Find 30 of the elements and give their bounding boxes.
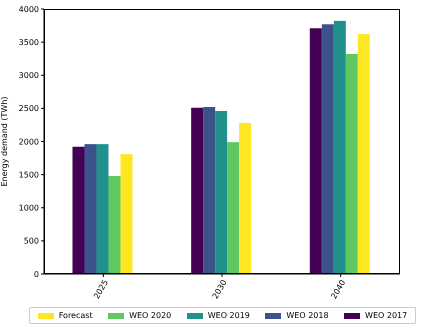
y-tick-label: 2000 [18, 137, 39, 146]
bar [108, 176, 120, 274]
y-tick-label: 3500 [18, 38, 39, 47]
legend-label: WEO 2018 [286, 311, 329, 320]
bar [358, 34, 370, 274]
y-tick-label: 1000 [18, 204, 39, 213]
y-axis-title: Energy demand (TWh) [0, 96, 9, 187]
y-tick-label: 1500 [18, 170, 39, 180]
y-tick-label: 500 [24, 236, 39, 246]
bar [96, 144, 108, 274]
bar [191, 108, 204, 274]
y-tick-label: 0 [34, 270, 39, 279]
bar [227, 142, 240, 274]
bar [120, 154, 132, 274]
bar [310, 28, 322, 274]
bar [322, 24, 334, 274]
legend-label: WEO 2019 [208, 311, 250, 320]
y-tick-label: 2500 [18, 104, 39, 114]
bar [72, 146, 84, 274]
legend-label: WEO 2017 [365, 311, 408, 320]
legend-label: WEO 2020 [129, 311, 172, 320]
y-tick-label: 4000 [18, 4, 39, 14]
bar [215, 111, 228, 274]
bar [239, 122, 252, 274]
bar [334, 20, 346, 274]
bar [346, 54, 358, 274]
bar [84, 144, 96, 274]
legend-label: Forecast [58, 311, 93, 320]
y-tick-label: 3000 [18, 71, 39, 80]
bar [203, 107, 216, 274]
